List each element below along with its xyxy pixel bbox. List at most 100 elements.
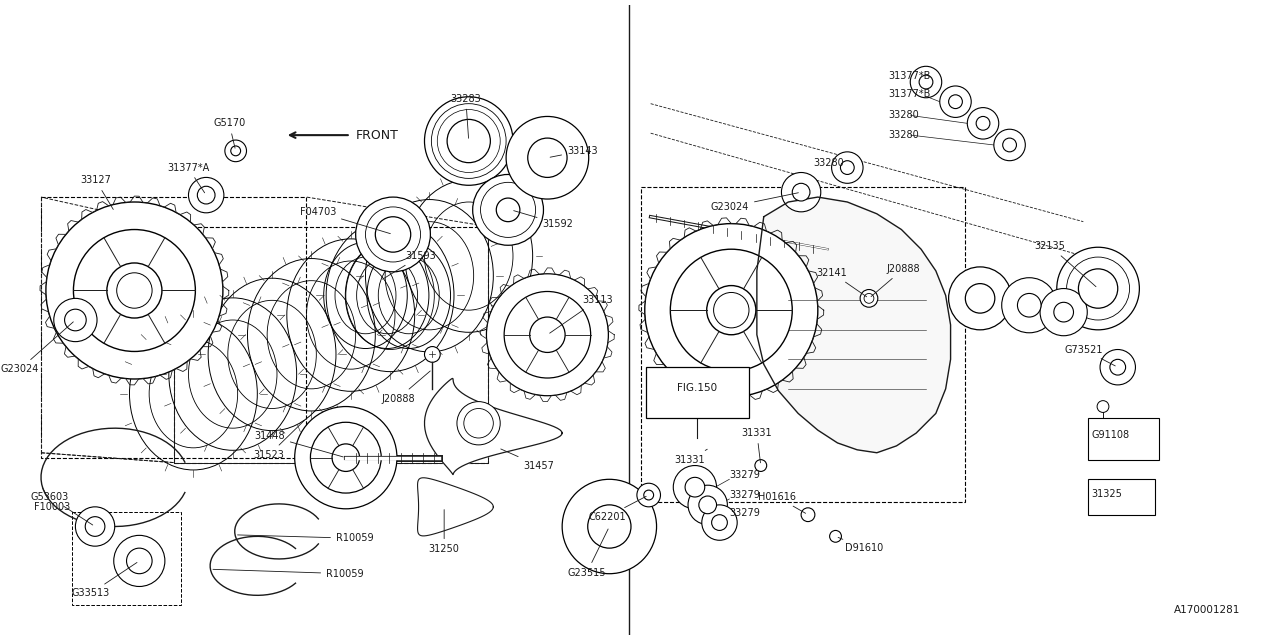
Circle shape xyxy=(1100,349,1135,385)
Circle shape xyxy=(1066,257,1129,320)
Text: 33280: 33280 xyxy=(888,130,919,140)
Circle shape xyxy=(46,202,223,379)
Circle shape xyxy=(689,485,727,525)
Circle shape xyxy=(919,75,933,89)
Circle shape xyxy=(645,223,818,397)
Text: 33113: 33113 xyxy=(549,295,612,333)
Circle shape xyxy=(940,86,972,117)
Circle shape xyxy=(230,146,241,156)
Text: 31325: 31325 xyxy=(1091,489,1123,499)
Circle shape xyxy=(1002,278,1057,333)
Circle shape xyxy=(832,152,863,183)
Text: A170001281: A170001281 xyxy=(1174,605,1240,615)
Text: 33280: 33280 xyxy=(888,111,919,120)
Text: 31448: 31448 xyxy=(255,431,343,457)
Circle shape xyxy=(497,198,520,221)
Circle shape xyxy=(527,138,567,177)
Circle shape xyxy=(425,346,440,362)
Circle shape xyxy=(829,531,841,542)
Text: FRONT: FRONT xyxy=(356,129,398,142)
Circle shape xyxy=(457,402,500,445)
Circle shape xyxy=(588,505,631,548)
Text: G33513: G33513 xyxy=(72,563,137,598)
Circle shape xyxy=(860,289,878,307)
Text: G23024: G23024 xyxy=(710,193,799,212)
Circle shape xyxy=(1110,359,1125,375)
Circle shape xyxy=(463,408,493,438)
Polygon shape xyxy=(425,378,562,474)
Circle shape xyxy=(948,267,1011,330)
Text: 31457: 31457 xyxy=(500,449,554,470)
Circle shape xyxy=(472,175,544,245)
Circle shape xyxy=(114,535,165,586)
Text: J20888: J20888 xyxy=(381,371,430,404)
Text: G73521: G73521 xyxy=(1065,344,1115,366)
Text: 31377*B: 31377*B xyxy=(888,89,931,99)
Circle shape xyxy=(977,116,989,130)
Text: 31331: 31331 xyxy=(741,428,772,463)
Circle shape xyxy=(1097,401,1108,412)
Circle shape xyxy=(1002,138,1016,152)
Circle shape xyxy=(965,284,995,313)
Circle shape xyxy=(506,116,589,199)
Text: 33143: 33143 xyxy=(550,146,598,157)
Circle shape xyxy=(701,505,737,540)
Text: G23515: G23515 xyxy=(567,529,608,578)
Text: D91610: D91610 xyxy=(838,538,883,553)
Circle shape xyxy=(948,95,963,109)
Circle shape xyxy=(530,317,564,353)
Text: H01616: H01616 xyxy=(758,492,805,513)
Circle shape xyxy=(197,186,215,204)
Circle shape xyxy=(685,477,705,497)
Text: J20888: J20888 xyxy=(872,264,920,296)
Circle shape xyxy=(225,140,247,162)
Circle shape xyxy=(76,507,115,546)
Text: 32135: 32135 xyxy=(1034,241,1096,287)
Circle shape xyxy=(188,177,224,213)
Text: F04703: F04703 xyxy=(300,207,390,234)
Text: 31523: 31523 xyxy=(253,420,305,460)
Text: 31377*A: 31377*A xyxy=(166,163,209,193)
Text: G23024: G23024 xyxy=(1,322,73,374)
Text: 33279: 33279 xyxy=(730,470,760,481)
Text: 31377*B: 31377*B xyxy=(888,71,931,81)
Circle shape xyxy=(841,161,854,175)
Text: 32141: 32141 xyxy=(817,268,867,297)
Circle shape xyxy=(637,483,660,507)
Circle shape xyxy=(73,230,196,351)
Circle shape xyxy=(782,173,820,212)
Circle shape xyxy=(562,479,657,573)
Circle shape xyxy=(910,67,942,98)
Circle shape xyxy=(864,294,874,303)
FancyBboxPatch shape xyxy=(1088,419,1160,460)
FancyBboxPatch shape xyxy=(1088,479,1155,515)
Circle shape xyxy=(106,263,163,318)
Circle shape xyxy=(713,292,749,328)
Text: C62201: C62201 xyxy=(589,497,646,522)
Circle shape xyxy=(366,207,421,262)
Text: G5170: G5170 xyxy=(212,118,246,148)
Text: 33279: 33279 xyxy=(730,490,760,500)
Circle shape xyxy=(801,508,815,522)
Circle shape xyxy=(54,298,97,342)
Text: 33280: 33280 xyxy=(813,157,844,168)
Circle shape xyxy=(792,183,810,201)
Circle shape xyxy=(311,422,381,493)
Text: G53603: G53603 xyxy=(31,492,92,525)
Text: FIG.150: FIG.150 xyxy=(677,383,717,393)
Circle shape xyxy=(480,182,535,237)
Circle shape xyxy=(431,104,506,179)
Circle shape xyxy=(294,406,397,509)
Text: F10003: F10003 xyxy=(35,487,70,512)
Circle shape xyxy=(332,444,360,472)
Text: 33127: 33127 xyxy=(81,175,114,209)
Circle shape xyxy=(755,460,767,472)
Circle shape xyxy=(356,197,430,272)
Circle shape xyxy=(1079,269,1117,308)
Circle shape xyxy=(707,285,756,335)
Text: 33279: 33279 xyxy=(730,508,760,518)
Circle shape xyxy=(447,120,490,163)
Circle shape xyxy=(1041,289,1087,336)
Circle shape xyxy=(644,490,654,500)
Circle shape xyxy=(425,97,513,186)
